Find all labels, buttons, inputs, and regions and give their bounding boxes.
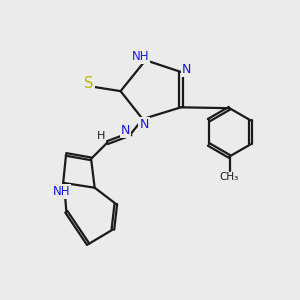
Text: CH₃: CH₃ bbox=[220, 172, 239, 182]
Text: N: N bbox=[182, 63, 191, 76]
Text: H: H bbox=[97, 131, 105, 141]
Text: N: N bbox=[121, 124, 130, 137]
Text: NH: NH bbox=[131, 50, 149, 63]
Text: S: S bbox=[84, 76, 94, 91]
Text: N: N bbox=[140, 118, 149, 131]
Text: NH: NH bbox=[53, 185, 70, 198]
